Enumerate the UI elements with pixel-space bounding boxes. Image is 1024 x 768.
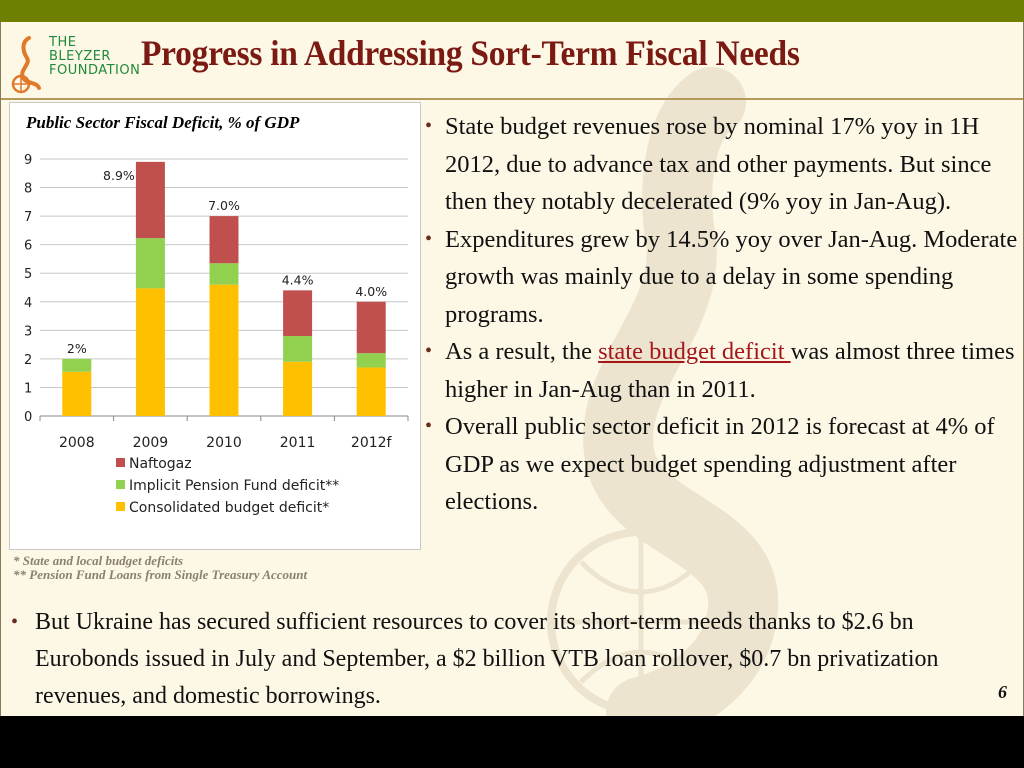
x-tick-label: 2010 [206, 435, 242, 451]
logo-text: THE BLEYZER FOUNDATION [49, 36, 140, 78]
y-tick-label: 1 [24, 381, 32, 396]
bar-segment [135, 238, 165, 289]
legend-label: Naftogaz [129, 456, 192, 472]
logo-line-bleyzer: BLEYZER [49, 49, 111, 64]
slide-title: Progress in Addressing Sort-Term Fiscal … [141, 33, 800, 73]
total-data-label: 4.4% [282, 272, 314, 287]
bar-segment [283, 290, 313, 337]
bullet-deficit: • As a result, the state budget deficit … [423, 333, 1023, 408]
logo-figure-icon [11, 36, 41, 94]
chart-title: Public Sector Fiscal Deficit, % of GDP [26, 113, 300, 132]
bullet-icon: • [425, 415, 433, 437]
bullet-text: But Ukraine has secured sufficient resou… [35, 609, 939, 709]
total-data-label: 7.0% [208, 198, 240, 213]
top-bar [0, 0, 1024, 22]
bar-segment [356, 301, 386, 354]
bar-segment [135, 161, 165, 239]
total-data-label: 4.0% [355, 284, 387, 299]
bullet-icon: • [425, 115, 433, 137]
bullet-icon: • [425, 340, 433, 362]
bullet-text: Overall public sector deficit in 2012 is… [445, 413, 995, 515]
total-data-label: 2% [67, 341, 87, 356]
bullet-expenditures: • Expenditures grew by 14.5% yoy over Ja… [423, 221, 1023, 334]
bullet-text: State budget revenues rose by nominal 17… [445, 113, 992, 215]
chart-panel: Public Sector Fiscal Deficit, % of GDP 0… [9, 102, 421, 550]
bar-segment [135, 288, 165, 416]
bullet-forecast: • Overall public sector deficit in 2012 … [423, 408, 1023, 521]
y-tick-label: 9 [24, 153, 32, 168]
bar-segment [209, 263, 239, 285]
bar-segment [209, 284, 239, 416]
y-tick-label: 2 [24, 353, 32, 368]
bullet-resources: • But Ukraine has secured sufficient res… [9, 604, 1009, 715]
foundation-watermark-icon [547, 67, 779, 716]
bar-segment [356, 353, 386, 368]
x-tick-label: 2008 [59, 435, 95, 451]
y-tick-label: 0 [24, 410, 32, 425]
stacked-bar-chart: 0 1 2 3 4 5 6 7 8 9 2008 2% 2009 8.9% 2010 7.0% 2011 4.4%… [24, 153, 409, 516]
bar-segment [283, 361, 313, 416]
x-tick-label: 2009 [133, 435, 169, 451]
bullet-text-post: was almost three times higher in Jan-Aug… [445, 338, 1015, 403]
footnote-2: ** Pension Fund Loans from Single Treasu… [13, 567, 308, 582]
bullet-text-pre: As a result, the [445, 338, 599, 365]
bottom-bullet: • But Ukraine has secured sufficient res… [9, 604, 1009, 715]
bullet-list: • State budget revenues rose by nominal … [423, 108, 1023, 521]
bullet-revenues: • State budget revenues rose by nominal … [423, 108, 1023, 221]
footnote-1: * State and local budget deficits [13, 553, 184, 568]
legend-label: Consolidated budget deficit* [129, 500, 329, 516]
logo-line-the: THE [49, 35, 77, 50]
bar-segment [356, 367, 386, 416]
bar-segment [209, 216, 239, 264]
y-tick-label: 3 [24, 324, 32, 339]
total-data-label: 8.9% [103, 168, 135, 183]
header-divider [1, 98, 1023, 100]
bleyzer-logo: THE BLEYZER FOUNDATION [9, 34, 179, 94]
x-tick-label: 2012f [351, 435, 393, 451]
legend-swatch [116, 458, 125, 467]
bullet-icon: • [11, 611, 19, 633]
state-budget-deficit-link[interactable]: state budget deficit [598, 338, 791, 365]
y-tick-label: 5 [24, 267, 32, 282]
y-tick-label: 6 [24, 239, 32, 254]
x-tick-label: 2011 [280, 435, 316, 451]
bar-segment [62, 358, 92, 372]
footnotes: * State and local budget deficits ** Pen… [13, 554, 307, 582]
bullet-icon: • [425, 227, 433, 250]
y-tick-label: 7 [24, 210, 32, 225]
bar-segment [283, 336, 313, 362]
y-tick-label: 8 [24, 182, 32, 197]
legend-swatch [116, 502, 125, 511]
slide: THE BLEYZER FOUNDATION Progress in Addre… [0, 22, 1024, 716]
y-tick-label: 4 [24, 296, 32, 311]
bar-segment [62, 371, 92, 416]
legend-swatch [116, 480, 125, 489]
logo-line-foundation: FOUNDATION [49, 63, 141, 78]
bullet-text: Expenditures grew by 14.5% yoy over Jan-… [445, 225, 1018, 328]
page-number: 6 [998, 682, 1007, 702]
legend-label: Implicit Pension Fund deficit** [129, 478, 339, 494]
